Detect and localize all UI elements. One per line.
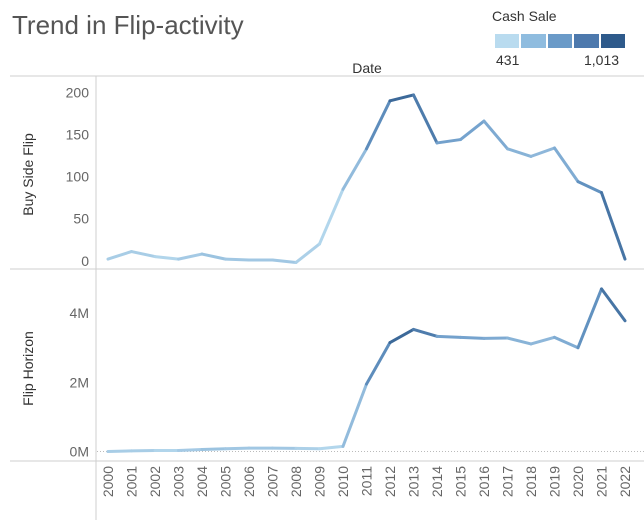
line-segment [388,93,415,103]
x-tick-label: 2021 [594,466,610,497]
line-segment [106,449,133,454]
x-tick-label: 2007 [265,466,281,497]
y-tick-label: 0M [70,444,89,460]
y-tick-label: 2M [70,374,89,390]
x-tick-label: 2015 [453,466,469,497]
x-tick-label: 2001 [124,466,140,497]
x-tick-label: 2006 [241,466,257,497]
line-segment [506,336,533,346]
color-legend [494,33,627,49]
line-segment [130,250,157,259]
line-segment [482,119,509,151]
legend-max-label: 1,013 [584,52,620,68]
chart-title: Trend in Flip-activity [12,10,244,40]
legend-swatch [520,33,547,49]
line-segment [388,327,415,345]
line-segment [153,255,180,261]
line-segment [200,252,227,261]
line-segment [294,242,321,264]
line-segment [435,334,462,339]
x-tick-label: 2012 [382,466,398,497]
legend-title: Cash Sale [492,8,557,24]
line-segment [318,187,345,246]
x-tick-label: 2011 [359,466,375,496]
line-segment [224,446,251,451]
x-tick-label: 2016 [476,466,492,497]
x-tick-label: 2019 [547,466,563,497]
x-tick-label: 2002 [147,466,163,497]
line-segment [600,191,627,261]
line-segment [553,146,580,184]
y-tick-label: 150 [66,127,90,143]
line-segment [341,382,368,448]
y-tick-label: 4M [70,305,89,321]
line-segment [412,327,439,338]
line-segment [177,252,204,261]
y-tick-label: 0 [81,253,89,269]
line-segment [435,138,462,145]
line-segment [412,93,439,145]
y-tick-label: 100 [66,169,90,185]
legend-swatch [494,33,521,49]
y-tick-label: 200 [66,84,90,100]
x-tick-label: 2018 [523,466,539,497]
line-segment [271,258,298,264]
legend-min-label: 431 [496,52,520,68]
line-segment [459,335,486,340]
line-segment [459,119,486,142]
y-axis-title: Buy Side Flip [20,133,36,216]
y-tick-label: 50 [73,211,89,227]
line-segment [553,335,580,350]
x-tick-label: 2008 [288,466,304,497]
x-tick-label: 2004 [194,466,210,497]
line-segment [365,341,392,386]
line-segment [177,447,204,453]
line-segment [318,444,345,451]
line-segment [576,287,603,350]
x-tick-label: 2009 [312,466,328,497]
line-segment [576,180,603,195]
x-tick-label: 2017 [500,466,516,497]
line-segment [365,99,392,151]
x-tick-label: 2020 [570,466,586,497]
legend-swatch [546,33,574,49]
x-tick-label: 2005 [218,466,234,497]
line-segment [341,147,368,191]
x-tick-label: 2003 [171,466,187,497]
line-segment [529,335,556,346]
x-tick-label: 2014 [429,466,445,497]
x-tick-label: 2010 [335,466,351,497]
legend-swatch [573,33,600,49]
line-segment [224,257,251,262]
line-segment [600,287,627,323]
x-tick-label: 2013 [406,466,422,497]
line-segment [106,250,133,261]
column-header: Date [352,60,382,76]
line-segment [200,447,227,451]
legend-swatch [599,33,627,49]
line-segment [506,147,533,158]
x-tick-label: 2000 [100,466,116,497]
y-axis-title: Flip Horizon [20,331,36,406]
line-segment [529,146,556,158]
x-tick-label: 2022 [617,466,633,497]
